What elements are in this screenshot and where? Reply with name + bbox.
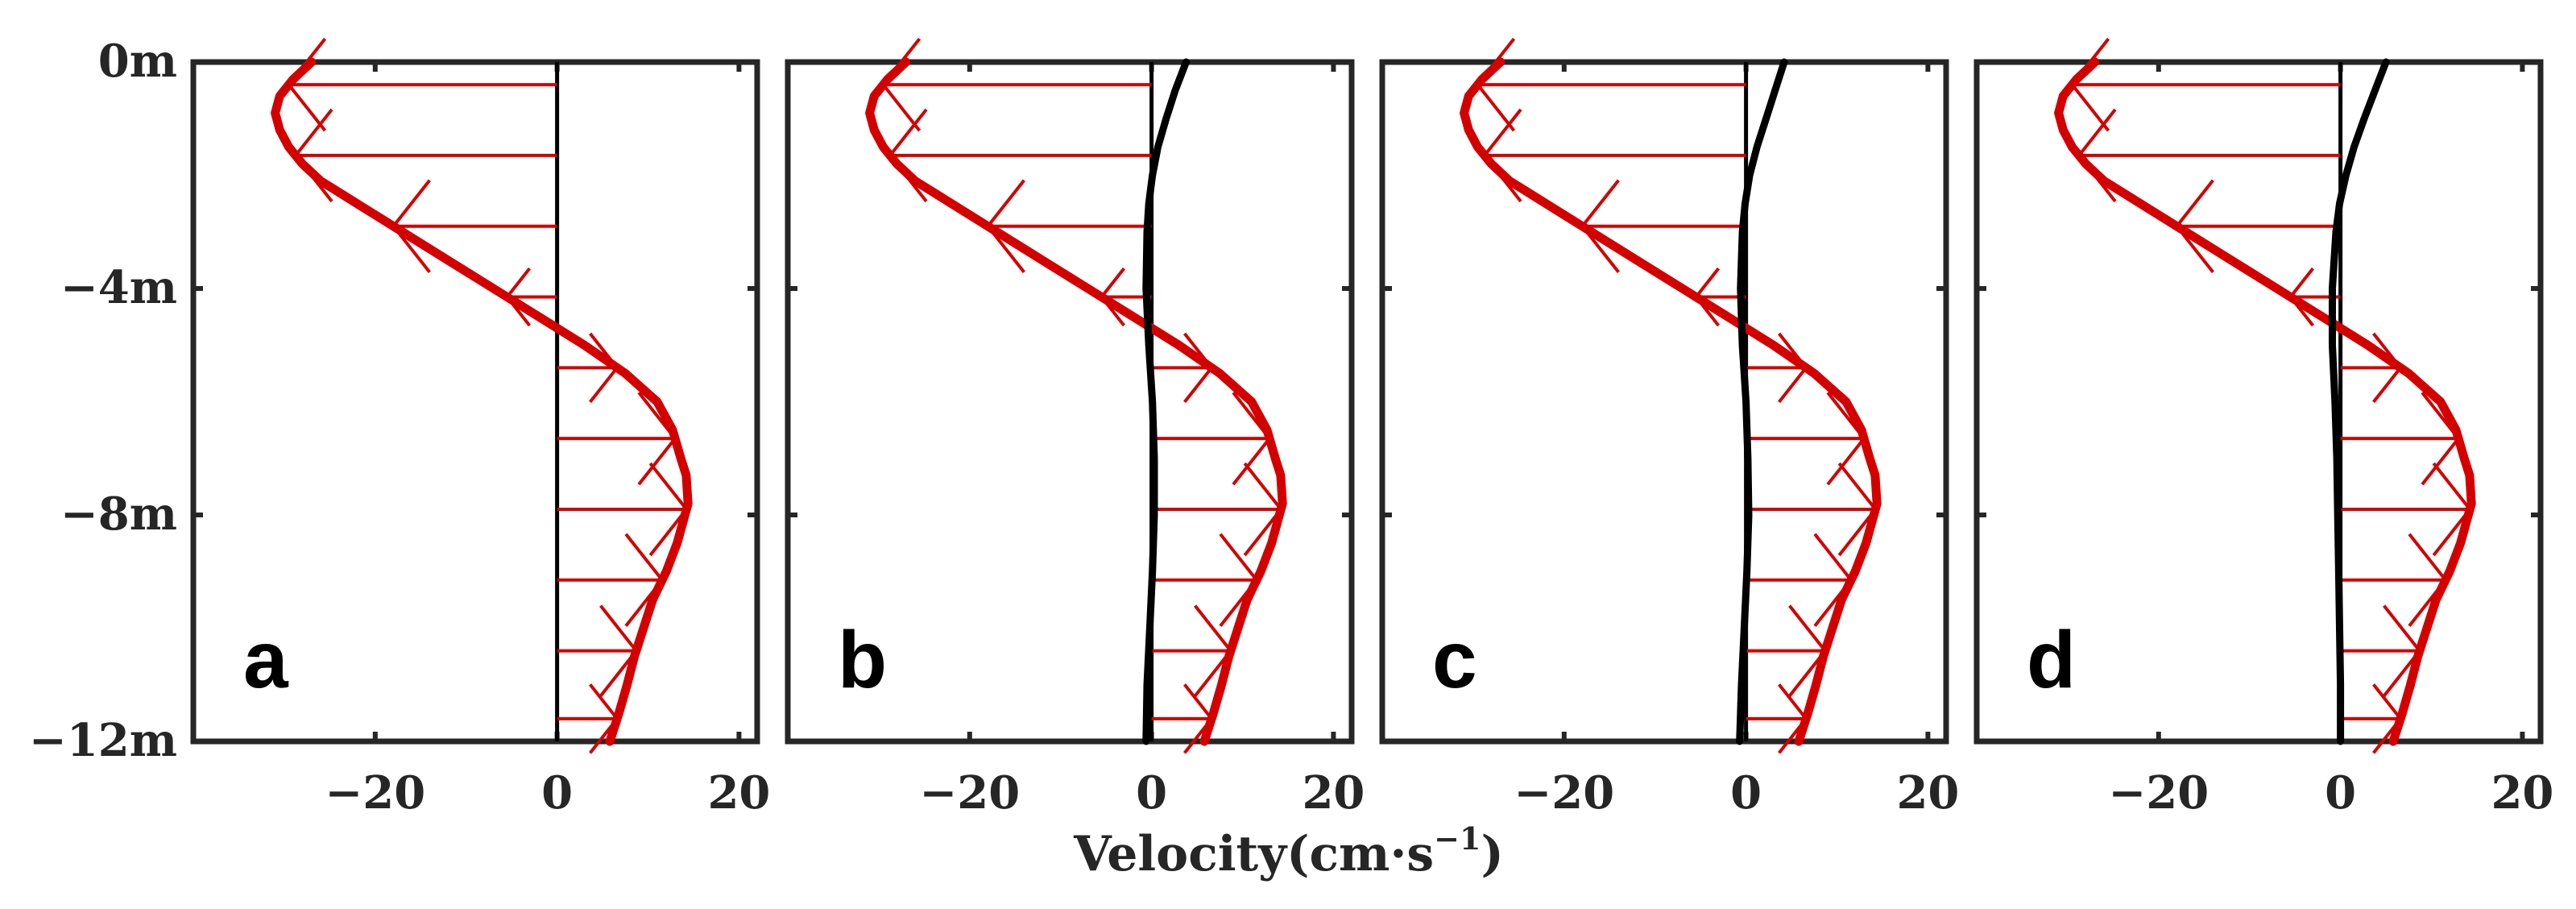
panel-frame: [1379, 59, 1949, 745]
arrow-head-upper: [2077, 108, 2117, 157]
arrow-head-upper: [1219, 533, 1258, 582]
arrow-head-lower: [637, 437, 677, 486]
panels-layer: −20 0 20 a −20 0 20 b −20 0 20 c −20 0 20 d: [190, 37, 2553, 820]
arrow-head-upper: [888, 108, 928, 157]
x-tick-label: 20: [1896, 766, 1959, 820]
arrow-head-lower: [2372, 367, 2402, 404]
x-tick-label: 0: [1136, 766, 1167, 820]
panel-b: −20 0 20 b: [785, 37, 1365, 820]
arrow-head-lower: [1826, 437, 1866, 486]
model-profile-line: [2329, 58, 2390, 745]
arrow-head-upper: [1813, 533, 1853, 582]
arrow-head-upper: [1788, 604, 1827, 652]
arrow-head-lower: [2421, 437, 2460, 486]
x-tick-label: 0: [2325, 766, 2356, 820]
y-tick-label: 0m: [98, 35, 177, 88]
y-tick-label: −4m: [60, 261, 177, 314]
arrow-head-lower: [1183, 367, 1213, 404]
x-tick-label: −20: [1514, 766, 1614, 820]
reference-profile-line: [1460, 57, 1882, 746]
x-tick-label: 20: [707, 766, 770, 820]
x-tick-label: 0: [541, 766, 573, 820]
arrow-head-upper: [1778, 683, 1808, 720]
arrow-head-lower: [1476, 83, 1516, 132]
reference-profile-line: [2054, 57, 2476, 746]
arrow-head-upper: [648, 462, 688, 511]
arrow-head-upper: [2432, 462, 2471, 511]
reference-profile-line: [271, 57, 693, 746]
panel-letter-label: a: [243, 615, 289, 705]
arrow-head-upper: [1483, 108, 1522, 157]
y-tick-label: −12m: [29, 714, 177, 767]
x-tick-label: 20: [1302, 766, 1365, 820]
x-tick-label: −20: [2108, 766, 2209, 820]
panel-frame: [785, 59, 1355, 745]
arrow-head-upper: [1837, 462, 1877, 511]
arrow-head-upper: [1580, 179, 1620, 227]
arrow-head-upper: [2175, 179, 2214, 227]
arrow-head-upper: [2408, 533, 2447, 582]
arrow-head-upper: [2288, 267, 2315, 298]
x-tick-label: −20: [325, 766, 425, 820]
arrow-head-upper: [2383, 604, 2421, 652]
panel-frame: [1973, 59, 2544, 745]
x-tick-label: −20: [919, 766, 1020, 820]
arrow-head-lower: [589, 367, 619, 404]
arrow-head-lower: [2070, 83, 2110, 132]
arrow-head-lower: [287, 83, 327, 132]
panel-frame: [190, 59, 760, 745]
model-profile-line: [1736, 58, 1788, 745]
arrow-head-upper: [599, 604, 638, 652]
arrow-head-upper: [986, 179, 1025, 227]
arrow-head-upper: [505, 267, 532, 298]
reference-profile-line: [865, 57, 1287, 746]
arrow-head-lower: [1778, 367, 1808, 404]
y-tick-label: −8m: [60, 488, 177, 541]
arrow-head-upper: [1243, 462, 1282, 511]
arrow-head-upper: [2372, 683, 2402, 720]
arrow-head-lower: [1232, 437, 1271, 486]
panel-letter-label: b: [838, 615, 887, 705]
panel-letter-label: c: [1432, 615, 1477, 705]
panel-c: −20 0 20 c: [1379, 37, 1959, 820]
arrow-head-upper: [391, 179, 431, 227]
y-axis-labels: 0m −4m −8m −12m: [29, 35, 177, 767]
arrow-head-upper: [1100, 267, 1126, 298]
x-tick-label: 0: [1730, 766, 1762, 820]
panel-a: −20 0 20 a: [190, 37, 770, 820]
arrow-head-upper: [294, 108, 333, 157]
x-axis-label: Velocity(cm·s−1): [1073, 820, 1504, 882]
arrow-head-upper: [589, 683, 619, 720]
arrow-head-upper: [624, 533, 664, 582]
arrow-head-upper: [1183, 683, 1213, 720]
arrow-head-upper: [1194, 604, 1232, 652]
panel-letter-label: d: [2027, 615, 2076, 705]
panel-d: −20 0 20 d: [1973, 37, 2553, 820]
model-profile-line: [1142, 58, 1190, 745]
x-tick-label: 20: [2491, 766, 2553, 820]
arrow-head-lower: [881, 83, 921, 132]
arrow-head-upper: [1694, 267, 1721, 298]
